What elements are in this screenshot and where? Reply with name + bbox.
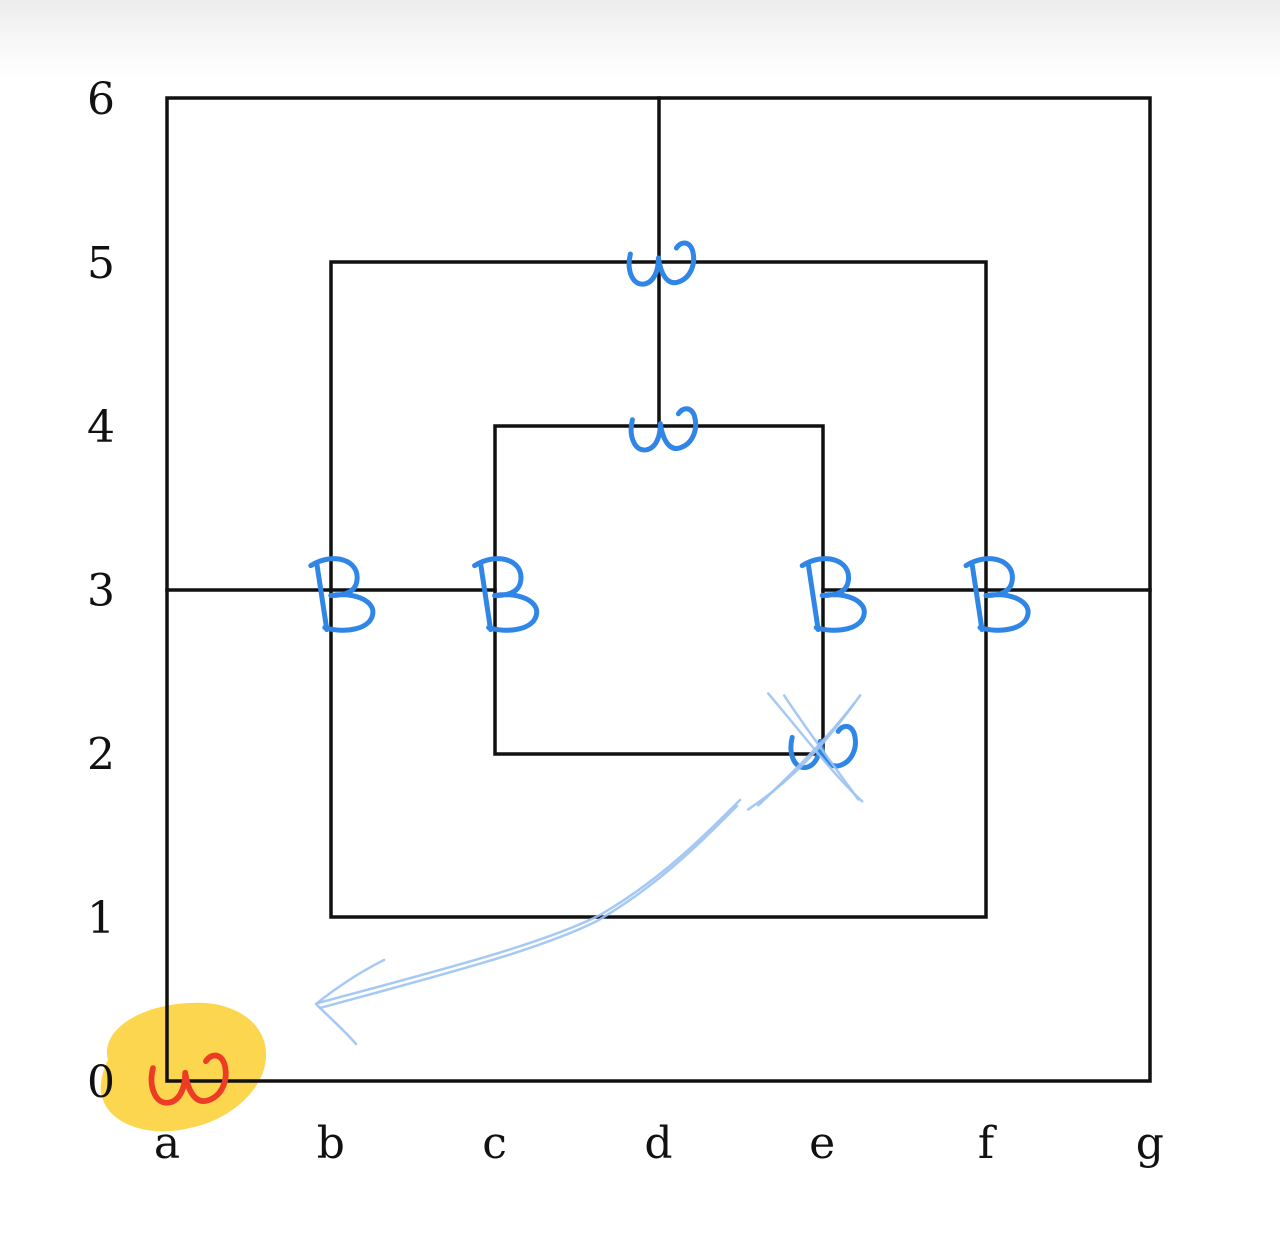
piece-glyph-B — [472, 556, 540, 633]
piece-d4[interactable] — [628, 406, 699, 453]
row-label-5: 5 — [87, 238, 115, 289]
row-label-1: 1 — [87, 893, 115, 944]
piece-glyph-B — [308, 556, 376, 633]
piece-a0[interactable] — [148, 1052, 229, 1106]
column-label-g: g — [1136, 1118, 1164, 1169]
column-label-f: f — [978, 1118, 997, 1169]
row-labels: 0 1 2 3 4 5 6 — [87, 74, 115, 1108]
inner-square — [493, 424, 825, 756]
piece-b3[interactable] — [308, 556, 376, 633]
row-label-2: 2 — [87, 729, 115, 780]
piece-c3[interactable] — [472, 556, 540, 633]
curved-arrow-icon — [314, 798, 742, 1046]
column-label-b: b — [317, 1118, 345, 1169]
piece-f3[interactable] — [963, 556, 1031, 633]
row-label-4: 4 — [87, 402, 115, 453]
piece-d5[interactable] — [626, 240, 697, 287]
board-lines — [165, 96, 1152, 1083]
piece-glyph-W — [626, 240, 697, 287]
piece-glyph-B — [799, 556, 867, 633]
piece-glyph-W — [148, 1052, 229, 1106]
piece-e3[interactable] — [799, 556, 867, 633]
column-label-e: e — [809, 1118, 835, 1169]
column-label-a: a — [154, 1118, 180, 1169]
column-label-d: d — [644, 1118, 672, 1169]
column-label-c: c — [482, 1118, 507, 1169]
piece-glyph-W — [628, 406, 699, 453]
row-label-6: 6 — [87, 74, 115, 125]
cross-out-icon — [746, 692, 864, 811]
piece-glyph-W — [788, 723, 858, 770]
pieces — [148, 240, 1031, 1106]
row-label-3: 3 — [87, 566, 115, 617]
piece-glyph-B — [963, 556, 1031, 633]
row-label-0: 0 — [87, 1057, 115, 1108]
highlight-blob — [100, 1002, 267, 1132]
piece-e2[interactable] — [746, 692, 864, 811]
column-labels: a b c d e f g — [154, 1118, 1164, 1169]
